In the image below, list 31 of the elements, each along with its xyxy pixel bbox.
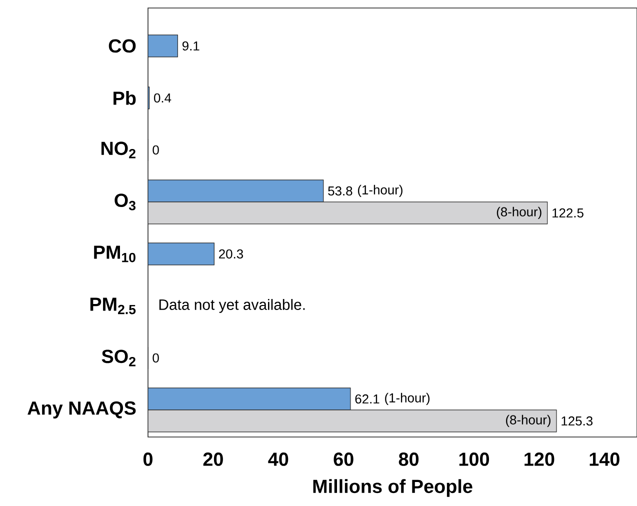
data-label: 0	[152, 353, 159, 363]
data-label: 0.4	[154, 93, 172, 103]
annotation: (8-hour)	[506, 414, 550, 428]
data-label: 125.3	[562, 416, 593, 426]
x-tick-label: 60	[334, 452, 354, 466]
x-tick-label: 20	[203, 452, 223, 466]
data-label: 20.3	[219, 249, 244, 259]
y-tick-label: O$_{3}$	[114, 194, 136, 210]
annotation: (1-hour)	[385, 392, 430, 406]
data-label: 62.1	[355, 394, 380, 404]
annotation: (1-hour)	[358, 184, 402, 197]
y-tick-label: Any NAAQS	[28, 401, 136, 419]
x-tick-label: 80	[398, 452, 419, 466]
annotation: (8-hour)	[496, 206, 542, 219]
data-label: 53.8	[328, 186, 352, 196]
x-tick-label: 100	[459, 452, 490, 466]
x-tick-label: 0	[143, 452, 152, 466]
x-tick-label: 120	[524, 452, 554, 466]
y-tick-label: CO	[108, 39, 136, 53]
data-label: 0	[152, 145, 159, 155]
x-tick-label: 40	[268, 452, 288, 466]
y-tick-label: Pb	[114, 91, 136, 105]
x-tick-label: 140	[590, 452, 620, 466]
annotation: Data not yet available.	[159, 299, 305, 313]
x-axis-title: Millions of People	[313, 479, 472, 497]
y-tick-label: PM$_{2.5}$	[90, 298, 136, 314]
y-tick-label: SO$_{2}$	[102, 350, 136, 366]
data-label: 122.5	[552, 208, 584, 218]
y-tick-label: NO$_{2}$	[101, 142, 136, 158]
y-tick-label: PM$_{10}$	[94, 246, 136, 262]
data-label: 9.1	[182, 41, 200, 51]
